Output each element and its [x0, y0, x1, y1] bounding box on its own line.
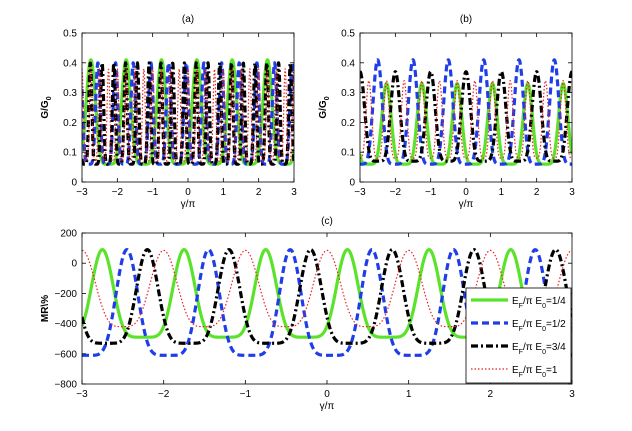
- series-line-1: [360, 82, 572, 166]
- legend-label-1: EF/π E0=1/4: [512, 296, 566, 310]
- x-tick-label: −3: [76, 187, 88, 198]
- y-tick-label: 0.2: [63, 118, 77, 129]
- y-tick-label: 200: [60, 229, 77, 240]
- panel-label: (a): [182, 14, 194, 25]
- x-tick-label: −3: [354, 187, 366, 198]
- x-tick-label: −1: [147, 187, 159, 198]
- x-axis-title: γ/π: [320, 401, 335, 412]
- x-tick-label: −1: [425, 187, 437, 198]
- legend-label-2: EF/π E0=1/2: [512, 319, 566, 333]
- series-line-4: [82, 68, 294, 162]
- x-tick-label: −2: [112, 187, 124, 198]
- y-axis-title: G/G0: [40, 96, 53, 118]
- y-tick-label: −200: [54, 289, 77, 300]
- legend: EF/π E0=1/4 EF/π E0=1/2 EF/π E0=3/4 EF/π E0…: [465, 287, 572, 384]
- panel-b: −3 −2 −1 0 1 2 3 0 0.1 0.2 0.3 0.4 0.5 γ/π G/G0 (b): [318, 14, 575, 210]
- x-tick-label: −2: [390, 187, 402, 198]
- y-tick-label: 0.1: [63, 148, 77, 159]
- x-axis-title: γ/π: [459, 199, 474, 210]
- series-line-2: [82, 248, 572, 357]
- y-tick-label: 0.4: [341, 58, 355, 69]
- x-tick-label: 0: [185, 187, 191, 198]
- y-tick-label: 0.1: [341, 148, 355, 159]
- y-tick-label: 0: [349, 178, 355, 189]
- series-line-2: [360, 58, 572, 166]
- x-tick-label: 2: [488, 389, 494, 400]
- x-tick-label: 1: [406, 389, 412, 400]
- y-tick-label: −800: [54, 380, 77, 391]
- x-tick-label: 1: [221, 187, 227, 198]
- y-tick-label: 0: [71, 259, 77, 270]
- x-tick-label: −1: [240, 389, 252, 400]
- x-tick-label: −3: [76, 389, 88, 400]
- x-tick-label: 0: [463, 187, 469, 198]
- y-axis-title: G/G0: [318, 96, 331, 118]
- x-tick-label: 2: [256, 187, 262, 198]
- y-tick-label: 0.5: [63, 29, 77, 40]
- legend-box: [465, 287, 572, 384]
- y-tick-label: 0.4: [63, 58, 77, 69]
- series-line-4: [360, 80, 572, 159]
- legend-label-4: EF/π E0=1: [512, 365, 558, 379]
- panel-label: (c): [321, 216, 333, 227]
- y-tick-label: 0: [71, 178, 77, 189]
- x-tick-label: 2: [534, 187, 540, 198]
- y-tick-label: 0.5: [341, 29, 355, 40]
- y-tick-label: 0.2: [341, 118, 355, 129]
- y-tick-label: −400: [54, 319, 77, 330]
- x-tick-label: −2: [158, 389, 170, 400]
- x-axis-title: γ/π: [181, 199, 196, 210]
- x-tick-label: 3: [291, 187, 297, 198]
- y-axis-title: MR\%: [40, 295, 51, 322]
- panel-a: −3 −2 −1 0 1 2 3 0 0.1 0.2 0.3 0.4 0.5 γ/π G/G0 (a): [40, 14, 297, 210]
- legend-label-3: EF/π E0=3/4: [512, 342, 566, 356]
- x-tick-label: 3: [569, 187, 575, 198]
- y-tick-label: −600: [54, 349, 77, 360]
- series-line-3: [360, 70, 572, 163]
- x-tick-label: 0: [324, 389, 330, 400]
- series-line-4: [82, 249, 572, 328]
- y-tick-label: 0.3: [63, 88, 77, 99]
- x-tick-label: 1: [499, 187, 505, 198]
- x-tick-label: 3: [569, 389, 575, 400]
- series-line-2: [82, 61, 294, 166]
- y-tick-label: 0.3: [341, 88, 355, 99]
- panel-label: (b): [460, 14, 472, 25]
- series-line-3: [82, 61, 294, 166]
